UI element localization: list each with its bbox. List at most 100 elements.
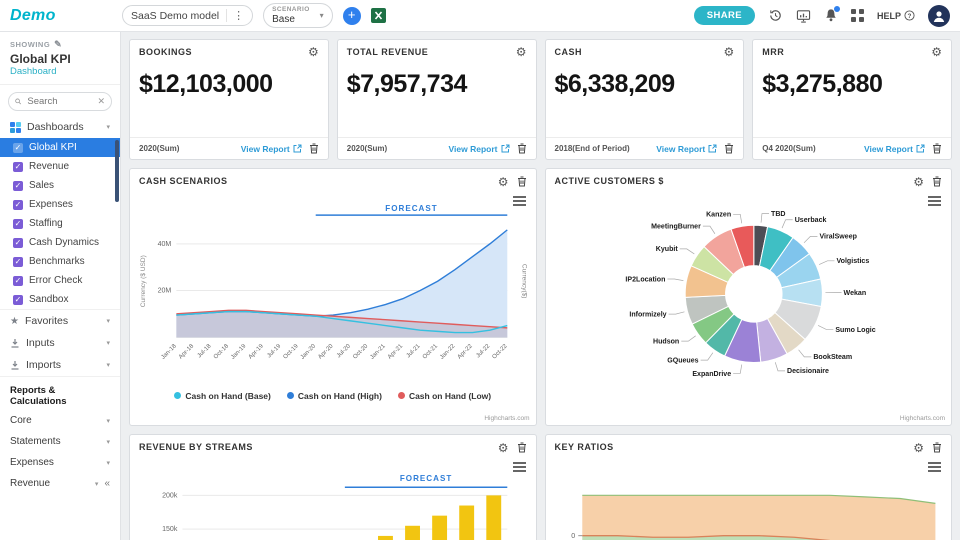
clear-search-icon[interactable]: ✕	[97, 96, 105, 106]
kpi-card-mrr: MRR ⚙ $3,275,880 Q4 2020(Sum) View Repor…	[752, 39, 952, 160]
sidebar-item-revenue[interactable]: ✓ Revenue	[0, 157, 120, 176]
sidebar-item-error-check[interactable]: ✓ Error Check	[0, 271, 120, 290]
sidebar-item-expenses[interactable]: Expenses ▾	[0, 452, 120, 473]
checkbox-icon[interactable]: ✓	[13, 199, 23, 210]
svg-text:Jul-20: Jul-20	[336, 343, 352, 359]
svg-text:Wekan: Wekan	[843, 290, 866, 297]
gear-icon[interactable]: ⚙	[931, 45, 942, 59]
view-report-link[interactable]: View Report	[449, 144, 510, 154]
sidebar-item-sandbox[interactable]: ✓ Sandbox	[0, 290, 120, 309]
external-link-icon	[293, 144, 302, 153]
highcharts-credit[interactable]: Highcharts.com	[899, 415, 945, 422]
view-report-link[interactable]: View Report	[864, 144, 925, 154]
legend-label: Cash on Hand (Base)	[185, 390, 271, 401]
trash-icon[interactable]	[724, 143, 734, 154]
reports-board-icon[interactable]	[796, 9, 811, 23]
sidebar-item-expenses[interactable]: ✓ Expenses	[0, 195, 120, 214]
apps-grid-icon[interactable]	[850, 9, 864, 22]
app-logo[interactable]: Demo	[10, 6, 56, 24]
sidebar-item-global-kpi[interactable]: ✓ Global KPI	[0, 138, 120, 157]
add-button[interactable]: +	[342, 6, 361, 25]
trash-icon[interactable]	[932, 176, 942, 187]
legend-label: Cash on Hand (Low)	[408, 390, 492, 401]
trash-icon[interactable]	[517, 143, 527, 154]
sidebar-item-inputs[interactable]: Inputs ▾	[0, 332, 120, 354]
checkbox-icon[interactable]: ✓	[13, 294, 23, 305]
sidebar-scrollbar-thumb[interactable]	[115, 140, 119, 202]
favorites-label: Favorites	[24, 315, 69, 327]
view-report-link[interactable]: View Report	[656, 144, 717, 154]
checkbox-icon[interactable]: ✓	[13, 161, 23, 172]
legend-item[interactable]: Cash on Hand (Base)	[174, 391, 271, 401]
checkbox-icon[interactable]: ✓	[13, 180, 23, 191]
sidebar-item-sales[interactable]: ✓ Sales	[0, 176, 120, 195]
reports-section-header: Reports & Calculations	[10, 385, 67, 407]
svg-text:Jan-21: Jan-21	[369, 343, 387, 361]
showing-label: SHOWING ✎	[0, 32, 120, 50]
model-selector[interactable]: SaaS Demo model ⋮	[122, 5, 254, 26]
trash-icon[interactable]	[932, 143, 942, 154]
checkbox-icon[interactable]: ✓	[13, 256, 23, 267]
gear-icon[interactable]: ⚙	[723, 45, 735, 59]
legend-item[interactable]: Cash on Hand (High)	[286, 391, 382, 401]
excel-export-icon[interactable]	[370, 8, 386, 23]
sidebar-item-staffing[interactable]: ✓ Staffing	[0, 214, 120, 233]
report-group-label: Revenue	[10, 478, 51, 489]
gear-icon[interactable]: ⚙	[515, 45, 527, 59]
current-view-subtitle[interactable]: Dashboard	[0, 66, 120, 85]
chart-menu-icon[interactable]	[928, 460, 941, 474]
help-button[interactable]: HELP ?	[877, 10, 915, 21]
edit-pencil-icon[interactable]: ✎	[54, 39, 63, 49]
active-customers-card: ACTIVE CUSTOMERS $ ⚙ TBD Userback ViralSwe…	[544, 168, 952, 426]
gear-icon[interactable]: ⚙	[913, 440, 924, 455]
sidebar-item-favorites[interactable]: ★ Favorites ▾	[0, 310, 120, 332]
legend-item[interactable]: Cash on Hand (Low)	[397, 390, 492, 401]
chart-menu-icon[interactable]	[928, 194, 941, 208]
kebab-menu-icon[interactable]: ⋮	[226, 9, 244, 22]
svg-text:Oct-18: Oct-18	[213, 343, 231, 361]
sidebar-item-dashboards[interactable]: Dashboards ▾	[0, 116, 120, 138]
active-customers-chart[interactable]: TBD Userback ViralSweep Volgistics Wekan Sumo…	[552, 193, 946, 395]
model-name: SaaS Demo model	[131, 9, 220, 22]
sidebar-search[interactable]: ✕	[8, 92, 112, 111]
dashboard-list: ✓ Global KPI ✓ Revenue ✓ Sales ✓ Expenses ✓ Staff…	[0, 138, 120, 309]
collapse-sidebar-icon[interactable]: «	[104, 478, 110, 489]
chart-menu-icon[interactable]	[512, 460, 526, 474]
sidebar-item-statements[interactable]: Statements ▾	[0, 431, 120, 452]
avatar[interactable]	[928, 4, 950, 27]
sidebar-item-benchmarks[interactable]: ✓ Benchmarks	[0, 252, 120, 271]
gear-icon[interactable]: ⚙	[307, 45, 319, 59]
report-group-list: Core ▾ Statements ▾ Expenses ▾ Revenue ▾ «	[0, 410, 120, 494]
history-icon[interactable]	[768, 8, 783, 23]
trash-icon[interactable]	[932, 442, 942, 453]
checkbox-icon[interactable]: ✓	[13, 237, 23, 248]
kpi-period: 2020(Sum)	[346, 144, 388, 153]
highcharts-credit[interactable]: Highcharts.com	[484, 415, 530, 422]
sidebar-item-cash-dynamics[interactable]: ✓ Cash Dynamics	[0, 233, 120, 252]
main-content: BOOKINGS ⚙ $12,103,000 2020(Sum) View Re…	[121, 32, 960, 540]
sidebar-item-revenue[interactable]: Revenue ▾ «	[0, 473, 120, 494]
scenario-selector[interactable]: SCENARIO Base ▾	[263, 3, 333, 28]
svg-text:Jul-18: Jul-18	[197, 343, 213, 359]
trash-icon[interactable]	[309, 143, 319, 154]
sidebar-item-imports[interactable]: Imports ▾	[0, 354, 120, 376]
revenue-by-streams-chart[interactable]: 150k 200k FORECAST	[136, 461, 530, 540]
key-ratios-chart[interactable]: 0	[552, 461, 946, 540]
showing-text: SHOWING	[10, 40, 51, 49]
svg-text:Jan-22: Jan-22	[439, 343, 457, 361]
checkbox-icon[interactable]: ✓	[13, 275, 23, 286]
gear-icon[interactable]: ⚙	[913, 174, 924, 189]
chart-menu-icon[interactable]	[512, 194, 526, 208]
view-report-link[interactable]: View Report	[241, 144, 302, 154]
checkbox-icon[interactable]: ✓	[13, 218, 23, 229]
sidebar-item-core[interactable]: Core ▾	[0, 410, 120, 431]
checkbox-icon[interactable]: ✓	[13, 142, 23, 153]
notifications-bell-icon[interactable]	[824, 6, 840, 23]
trash-icon[interactable]	[517, 442, 527, 453]
share-button[interactable]: SHARE	[693, 6, 755, 25]
gear-icon[interactable]: ⚙	[497, 174, 509, 189]
search-input[interactable]	[25, 95, 94, 108]
trash-icon[interactable]	[517, 176, 527, 187]
gear-icon[interactable]: ⚙	[497, 440, 509, 455]
